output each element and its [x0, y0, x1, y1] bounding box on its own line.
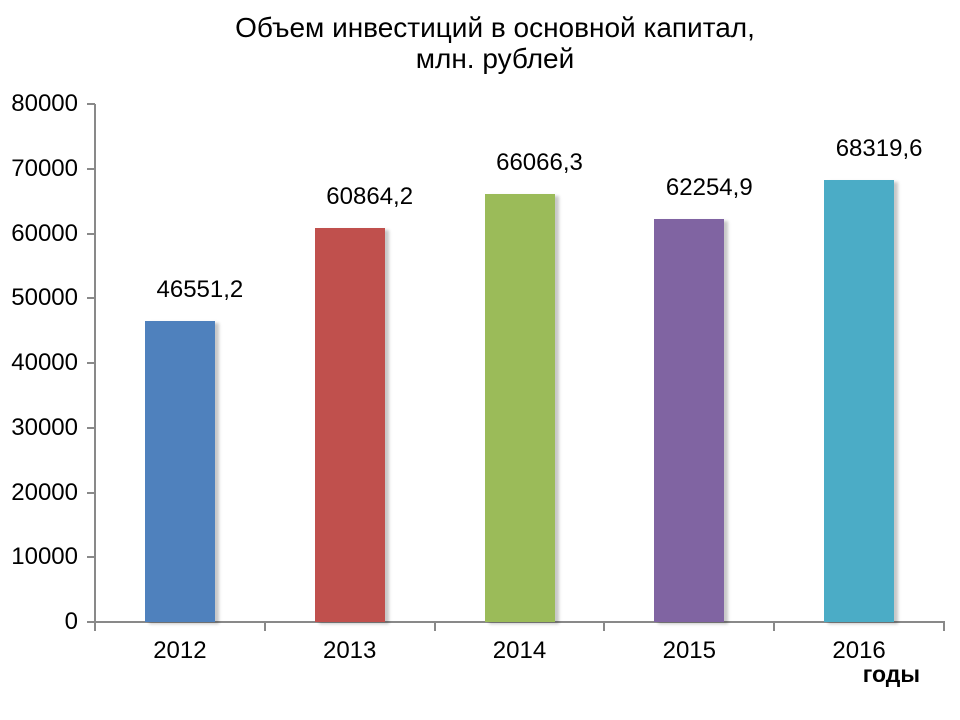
x-category-label: 2014: [492, 637, 547, 664]
bar-2012: [144, 320, 215, 622]
x-tick-mark: [603, 622, 606, 631]
y-tick-label: 10000: [11, 543, 78, 571]
y-tick-mark: [87, 297, 95, 300]
chart-title: Объем инвестиций в основной капитал, млн…: [30, 12, 960, 74]
x-category-label: 2015: [662, 637, 716, 664]
bar-value-label: 62254,9: [665, 173, 753, 201]
y-tick-label: 40000: [11, 349, 78, 376]
y-tick-label: 80000: [11, 90, 78, 117]
chart-title-line1: Объем инвестиций в основной капитал,: [235, 12, 755, 43]
x-tick-mark: [263, 622, 266, 631]
y-tick-mark: [87, 362, 95, 364]
bar-value-label: 66066,3: [496, 149, 583, 177]
y-tick-label: 60000: [11, 219, 78, 247]
y-tick-label: 30000: [11, 413, 78, 441]
x-tick-mark: [433, 622, 436, 631]
y-tick-label: 50000: [11, 284, 78, 312]
x-tick-mark: [943, 622, 945, 631]
bar-value-label: 60864,2: [326, 182, 414, 210]
x-category-label: 2013: [322, 637, 377, 664]
y-tick-mark: [87, 426, 95, 429]
x-tick-mark: [773, 622, 776, 631]
x-axis-line: [87, 621, 945, 623]
x-category-label: 2012: [153, 637, 207, 664]
y-tick-mark: [87, 103, 95, 105]
bar-2013: [314, 227, 385, 622]
bar-2014: [484, 194, 555, 622]
bar-value-label: 46551,2: [156, 275, 244, 303]
y-axis-line: [94, 104, 96, 623]
bar-value-label: 68319,6: [835, 134, 923, 162]
y-tick-mark: [87, 621, 95, 623]
y-tick-mark: [87, 232, 95, 235]
bar-2015: [654, 218, 725, 622]
y-tick-label: 20000: [11, 478, 78, 506]
x-category-label: 2016: [832, 637, 886, 664]
bar-2016: [824, 179, 895, 622]
x-axis-title: годы: [862, 661, 920, 687]
y-tick-mark: [87, 491, 95, 494]
chart-title-line2: млн. рублей: [415, 43, 575, 74]
y-tick-mark: [87, 167, 95, 170]
y-tick-label: 0: [64, 608, 78, 635]
y-tick-label: 70000: [11, 154, 78, 182]
y-tick-mark: [87, 556, 95, 559]
x-tick-mark: [94, 622, 96, 631]
